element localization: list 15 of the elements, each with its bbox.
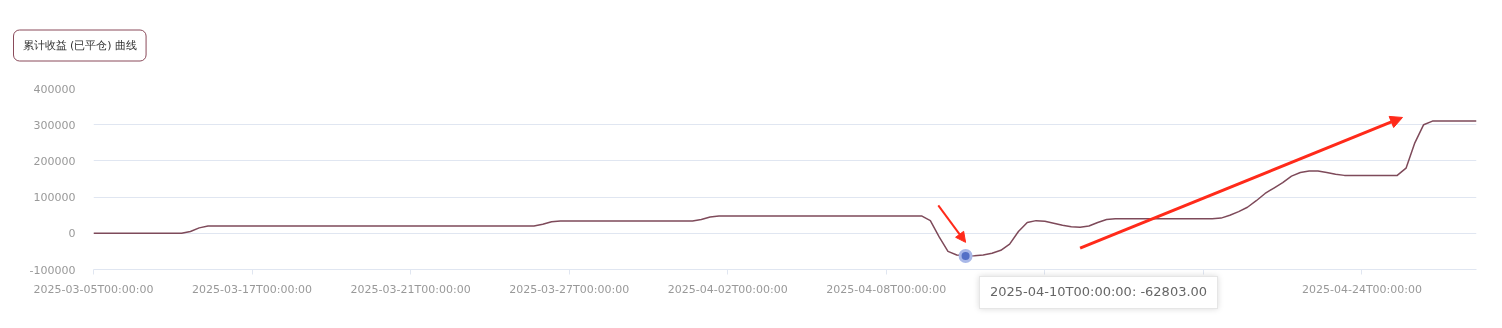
- x-tick-label: 2025-03-21T00:00:00: [350, 282, 471, 296]
- y-tick-label: 200000: [33, 154, 76, 168]
- x-tick-label: 2025-03-17T00:00:00: [192, 282, 313, 296]
- x-tick-label: 2025-03-05T00:00:00: [33, 282, 154, 296]
- text: 2025-04-10T00:00:00: -62803.00: [990, 283, 1208, 301]
- x-tick-label: 2025-04-24T00:00:00: [1301, 282, 1423, 296]
- x-tick-label: 2025-04-08T00:00:00: [826, 282, 947, 296]
- y-tick-label: -100000: [29, 263, 76, 277]
- chart-title: 累计收益 (已平仓) 曲线: [22, 39, 138, 52]
- y-tick-label: 400000: [33, 82, 76, 96]
- y-tick-label: 0: [68, 227, 76, 241]
- x-tick-label: 2025-04-02T00:00:00: [667, 282, 788, 296]
- y-tick-label: 100000: [33, 191, 76, 205]
- y-tick-label: 300000: [33, 118, 76, 132]
- x-tick-label: 2025-03-27T00:00:00: [509, 282, 630, 296]
